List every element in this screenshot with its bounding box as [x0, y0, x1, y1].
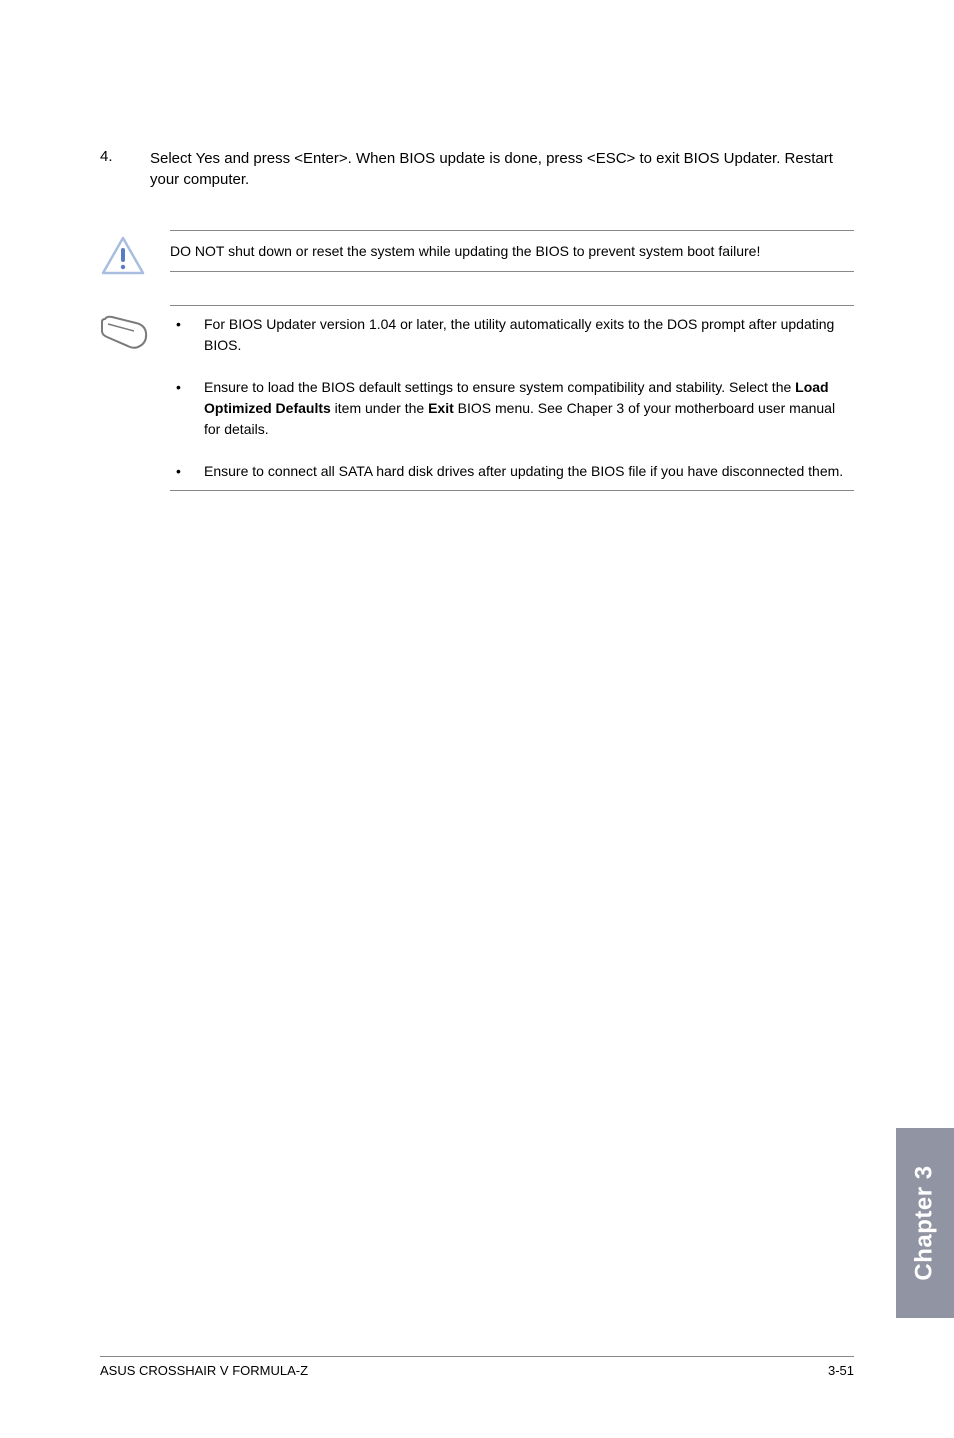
- warning-icon: [100, 230, 170, 281]
- page-number: 3-51: [828, 1363, 854, 1378]
- chapter-tab: Chapter 3: [896, 1128, 954, 1318]
- numbered-step: 4. Select Yes and press <Enter>. When BI…: [100, 148, 854, 190]
- info-body: • For BIOS Updater version 1.04 or later…: [170, 305, 854, 491]
- list-item-text: For BIOS Updater version 1.04 or later, …: [204, 314, 854, 356]
- warning-text: DO NOT shut down or reset the system whi…: [170, 230, 854, 272]
- list-item: • Ensure to connect all SATA hard disk d…: [170, 453, 854, 490]
- list-item-text: Ensure to load the BIOS default settings…: [204, 377, 854, 440]
- note-icon: [100, 305, 170, 356]
- bullet-icon: •: [170, 377, 204, 440]
- bullet-icon: •: [170, 314, 204, 356]
- warning-note: DO NOT shut down or reset the system whi…: [100, 230, 854, 281]
- bullet-icon: •: [170, 461, 204, 482]
- list-item: • For BIOS Updater version 1.04 or later…: [170, 306, 854, 364]
- footer-title: ASUS CROSSHAIR V FORMULA-Z: [100, 1363, 308, 1378]
- page-content: 4. Select Yes and press <Enter>. When BI…: [0, 0, 954, 491]
- list-item-text: Ensure to connect all SATA hard disk dri…: [204, 461, 854, 482]
- list-item: • Ensure to load the BIOS default settin…: [170, 369, 854, 448]
- chapter-tab-label: Chapter 3: [911, 1165, 939, 1280]
- step-number: 4.: [100, 148, 150, 190]
- info-note: • For BIOS Updater version 1.04 or later…: [100, 305, 854, 491]
- page-footer: ASUS CROSSHAIR V FORMULA-Z 3-51: [100, 1356, 854, 1378]
- info-list: • For BIOS Updater version 1.04 or later…: [170, 306, 854, 490]
- step-text: Select Yes and press <Enter>. When BIOS …: [150, 148, 854, 190]
